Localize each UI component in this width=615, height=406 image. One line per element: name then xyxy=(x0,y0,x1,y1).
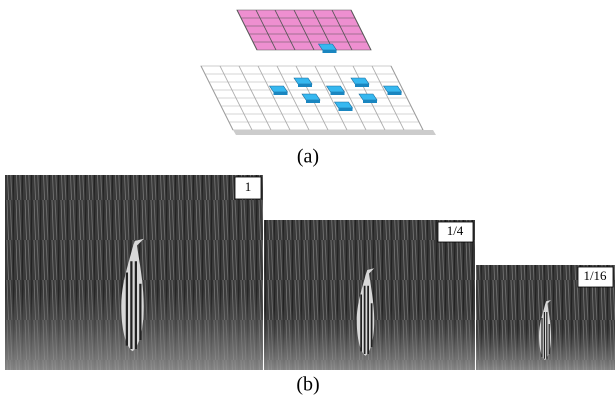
figure: (a) 1 1/4 1/16 (b) xyxy=(0,0,615,406)
cube-side xyxy=(306,100,320,103)
cube-side xyxy=(274,92,288,95)
image-small: 1/16 xyxy=(476,265,615,370)
page: (a) 1 1/4 1/16 (b) (() => { const data =… xyxy=(0,0,615,406)
cube-side xyxy=(363,100,377,103)
cube-side xyxy=(323,50,337,53)
cube-side xyxy=(388,92,402,95)
cube-side xyxy=(331,92,345,95)
scale-label: 1 xyxy=(245,179,252,194)
top-grid xyxy=(237,10,371,50)
cube-side xyxy=(298,84,312,87)
image-medium: 1/4 xyxy=(264,220,475,370)
image-large: 1 xyxy=(5,175,263,370)
scale-label: 1/4 xyxy=(447,223,464,238)
scale-label: 1/16 xyxy=(583,268,607,283)
cube-side xyxy=(339,108,353,111)
grid-diagram xyxy=(201,10,436,135)
panel-label: (a) xyxy=(297,146,319,168)
grid-edge xyxy=(233,130,436,135)
cube-side xyxy=(355,84,369,87)
panel-label: (b) xyxy=(296,374,319,396)
